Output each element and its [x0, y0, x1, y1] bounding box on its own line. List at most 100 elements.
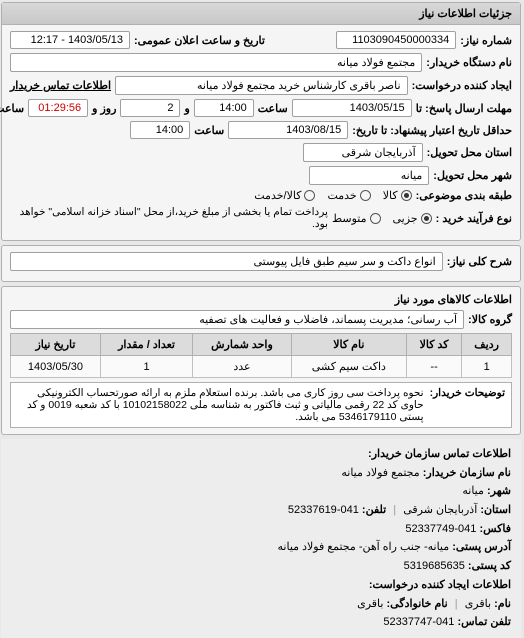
c-city: میانه — [463, 485, 485, 497]
c-fax-lbl: فاکس: — [480, 523, 512, 535]
explain-box: توضیحات خریدار: نحوه پرداخت سی روز کاری … — [11, 382, 513, 428]
table-header: ردیف — [463, 334, 513, 356]
table-header: نام کالا — [292, 334, 407, 356]
pub-dt-value: 1403/05/13 - 12:17 — [11, 31, 131, 49]
table-cell: عدد — [194, 356, 293, 378]
radio-icon — [305, 190, 316, 201]
deadline-time: 14:00 — [195, 99, 255, 117]
table-header: تعداد / مقدار — [101, 334, 193, 356]
qty-type-radios: کالا خدمت کالا/خدمت — [255, 189, 412, 202]
panel-body: شماره نیاز: 1103090450000334 تاریخ و ساع… — [3, 25, 521, 240]
remain-and: و — [185, 102, 190, 115]
subject-fieldset: شرح کلی نیاز: انواع داکت و سر سیم طبق فا… — [2, 245, 522, 282]
c-name-lbl: نام: — [495, 598, 512, 610]
radio-jozi[interactable]: جزیی — [394, 212, 433, 225]
radio-icon — [422, 213, 433, 224]
remain-suffix: ساعت باقی مانده — [0, 102, 25, 115]
table-header: تاریخ نیاز — [12, 334, 102, 356]
radio-icon — [361, 190, 372, 201]
row-city: شهر محل تحویل: میانه — [11, 166, 513, 185]
city-label: شهر محل تحویل: — [434, 169, 513, 182]
contact-section: اطلاعات تماس سازمان خریدار: نام سازمان خ… — [2, 439, 522, 638]
radio-icon — [402, 190, 413, 201]
valid-time: 14:00 — [131, 121, 191, 139]
remain-days: 2 — [121, 99, 181, 117]
c-city-lbl: شهر: — [488, 485, 512, 497]
deadline-label: مهلت ارسال پاسخ: تا — [417, 102, 513, 115]
table-cell: داکت سیم کشی — [292, 356, 407, 378]
c-addr: میانه- جنب راه آهن- مجتمع فولاد میانه — [279, 541, 451, 553]
deadline-date: 1403/05/15 — [293, 99, 413, 117]
c-fax: 041-52337749 — [406, 523, 477, 535]
proc-note: پرداخت تمام یا بخشی از مبلغ خرید،از محل … — [11, 206, 329, 230]
creator-label: ایجاد کننده درخواست: — [413, 79, 513, 92]
creator-value: ناصر باقری کارشناس خرید مجتمع فولاد میان… — [116, 76, 409, 95]
buyer-org-label: نام دستگاه خریدار: — [427, 56, 513, 69]
table-header: کد کالا — [407, 334, 462, 356]
c-post: 5319685635 — [405, 560, 466, 572]
row-validity: حداقل تاریخ اعتبار پیشنهاد: تا تاریخ: 14… — [11, 121, 513, 139]
group-label: گروه کالا: — [469, 313, 513, 326]
c-name: باقری — [466, 598, 492, 610]
items-fieldset: اطلاعات کالاهای مورد نیاز گروه کالا: آب … — [2, 286, 522, 435]
proc-type-label: نوع فرآیند خرید : — [437, 212, 513, 225]
pub-dt-label: تاریخ و ساعت اعلان عمومی: — [135, 34, 266, 47]
valid-label: حداقل تاریخ اعتبار پیشنهاد: تا تاریخ: — [353, 124, 513, 137]
remain-day-lbl: روز و — [93, 102, 117, 115]
contact-title: اطلاعات تماس سازمان خریدار: — [369, 448, 512, 460]
radio-icon — [371, 213, 382, 224]
panel-title: جزئیات اطلاعات نیاز — [3, 3, 521, 25]
subject-label: شرح کلی نیاز: — [448, 255, 513, 268]
subject-value: انواع داکت و سر سیم طبق فایل پیوستی — [11, 252, 444, 271]
radio-khadamat[interactable]: خدمت — [328, 189, 371, 202]
c-prov: آذربایجان شرقی — [404, 504, 478, 516]
table-row[interactable]: 1--داکت سیم کشیعدد11403/05/30 — [12, 356, 513, 378]
radio-both[interactable]: کالا/خدمت — [255, 189, 316, 202]
city-value: میانه — [310, 166, 430, 185]
req-no-label: شماره نیاز: — [461, 34, 513, 47]
c-org: مجتمع فولاد میانه — [342, 467, 420, 479]
radio-kala[interactable]: کالا — [384, 189, 413, 202]
items-table: ردیفکد کالانام کالاواحد شمارشتعداد / مقد… — [11, 333, 513, 378]
c-ctel: 041-52337747 — [384, 616, 455, 628]
table-cell: 1 — [101, 356, 193, 378]
buyer-org-value: مجتمع فولاد میانه — [11, 53, 423, 72]
time-label-2: ساعت — [195, 124, 225, 137]
table-header: واحد شمارش — [194, 334, 293, 356]
row-qty-type: طبقه بندی موضوعی: کالا خدمت کالا/خدمت — [11, 189, 513, 202]
row-province: استان محل تحویل: آذربایجان شرقی — [11, 143, 513, 162]
province-value: آذربایجان شرقی — [304, 143, 424, 162]
explain-label: توضیحات خریدار: — [431, 387, 506, 423]
req-no-value: 1103090450000334 — [337, 31, 457, 49]
details-panel: جزئیات اطلاعات نیاز شماره نیاز: 11030904… — [2, 2, 522, 241]
c-tel-lbl: تلفن: — [363, 504, 387, 516]
c-fam: باقری — [358, 598, 384, 610]
radio-motevaset[interactable]: متوسط — [333, 212, 382, 225]
c-org-lbl: نام سازمان خریدار: — [424, 467, 512, 479]
table-cell: 1403/05/30 — [12, 356, 102, 378]
table-cell: -- — [407, 356, 462, 378]
row-proc-type: نوع فرآیند خرید : جزیی متوسط پرداخت تمام… — [11, 206, 513, 230]
valid-date: 1403/08/15 — [229, 121, 349, 139]
c-addr-lbl: آدرس پستی: — [453, 541, 512, 553]
row-req-no: شماره نیاز: 1103090450000334 تاریخ و ساع… — [11, 31, 513, 49]
row-buyer-org: نام دستگاه خریدار: مجتمع فولاد میانه — [11, 53, 513, 72]
c-post-lbl: کد پستی: — [469, 560, 512, 572]
qty-type-label: طبقه بندی موضوعی: — [417, 189, 513, 202]
items-title: اطلاعات کالاهای مورد نیاز — [11, 293, 513, 306]
c-prov-lbl: استان: — [481, 504, 512, 516]
time-label-1: ساعت — [259, 102, 289, 115]
province-label: استان محل تحویل: — [428, 146, 513, 159]
creator-title: اطلاعات ایجاد کننده درخواست: — [370, 579, 512, 591]
table-cell: 1 — [463, 356, 513, 378]
c-fam-lbl: نام خانوادگی: — [388, 598, 449, 610]
row-deadline: مهلت ارسال پاسخ: تا 1403/05/15 ساعت 14:0… — [11, 99, 513, 117]
remain-clock: 01:29:56 — [29, 99, 89, 117]
c-tel: 041-52337619 — [289, 504, 360, 516]
proc-type-radios: جزیی متوسط — [333, 212, 433, 225]
c-ctel-lbl: تلفن تماس: — [458, 616, 512, 628]
explain-text: نحوه پرداخت سی روز کاری می باشد. برنده ا… — [18, 387, 425, 423]
row-creator: ایجاد کننده درخواست: ناصر باقری کارشناس … — [11, 76, 513, 95]
group-value: آب رسانی؛ مدیریت پسماند، فاضلاب و فعالیت… — [11, 310, 465, 329]
buyer-contact-label[interactable]: اطلاعات تماس خریدار — [11, 79, 112, 92]
